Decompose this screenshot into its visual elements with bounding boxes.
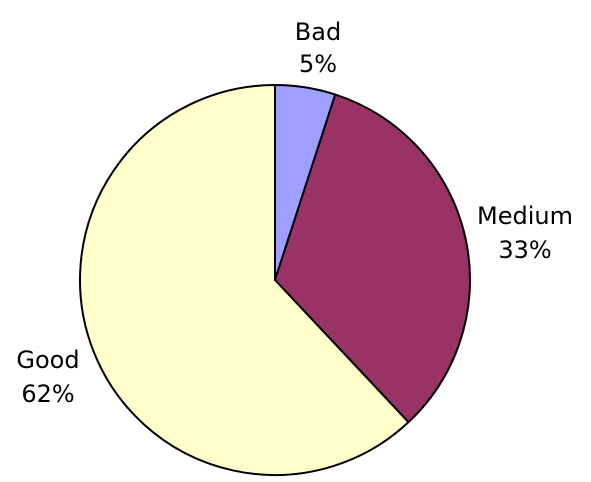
- slice-value-medium: 33%: [498, 236, 551, 264]
- slice-value-bad: 5%: [299, 50, 337, 78]
- slice-label-good: Good: [16, 346, 79, 374]
- slice-label-bad: Bad: [295, 18, 341, 46]
- slice-label-medium: Medium: [477, 202, 573, 230]
- pie-slice-good: [79, 84, 410, 476]
- slices-layer: [79, 84, 471, 476]
- labels-layer: Bad 5% Medium 33% Good 62%: [16, 18, 573, 408]
- pie-slice-medium: [274, 93, 471, 424]
- slice-value-good: 62%: [21, 380, 74, 408]
